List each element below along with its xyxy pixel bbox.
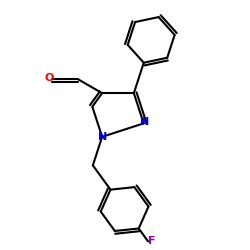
Text: N: N <box>140 117 149 127</box>
Text: N: N <box>98 132 107 142</box>
Text: O: O <box>44 73 54 83</box>
Text: F: F <box>148 236 156 246</box>
